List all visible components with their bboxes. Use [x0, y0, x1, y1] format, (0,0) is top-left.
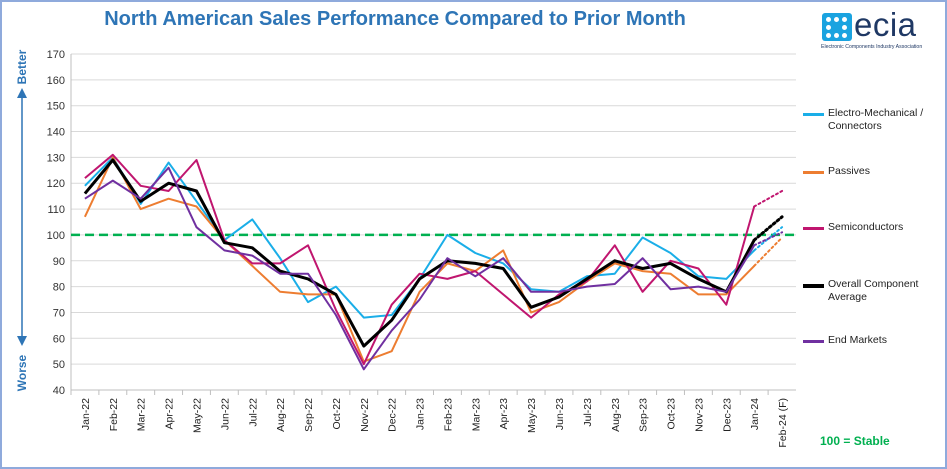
y-tick-label: 90	[53, 256, 65, 268]
y-tick-label: 160	[47, 75, 65, 87]
x-tick-label: May-22	[191, 398, 203, 433]
x-tick-label: Sep-22	[303, 398, 315, 432]
legend-label-overall: Overall Component Average	[828, 278, 919, 303]
x-tick-label: Oct-22	[331, 398, 343, 430]
legend-swatch-connectors	[803, 113, 824, 116]
legend-item-connectors: Electro-Mechanical / Connectors	[803, 107, 947, 133]
better-label: Better	[15, 49, 29, 85]
x-tick-label: Jul-22	[247, 398, 259, 427]
series-line-3	[83, 158, 756, 348]
legend-swatch-end-markets	[803, 340, 824, 343]
legend-label-connectors: Electro-Mechanical / Connectors	[828, 107, 924, 132]
x-tick-label: Feb-23	[442, 398, 454, 431]
series-line-1	[83, 156, 755, 363]
y-tick-label: 40	[53, 385, 65, 397]
legend-label-end-markets: End Markets	[828, 334, 887, 346]
x-tick-label: Jan-24	[749, 398, 761, 430]
x-tick-label: Jan-23	[415, 398, 427, 430]
x-tick-label: Jun-22	[219, 398, 231, 430]
legend-swatch-passives	[803, 171, 824, 174]
legend-item-passives: Passives	[803, 165, 947, 178]
y-tick-label: 50	[53, 359, 65, 371]
series-forecast-0	[753, 226, 784, 252]
x-tick-label: Jan-22	[80, 398, 92, 430]
x-tick-label: Apr-23	[498, 398, 510, 430]
x-tick-label: Feb-22	[108, 398, 120, 431]
ecia-logo: ecia Electronic Components Industry Asso…	[818, 6, 936, 52]
series-line-4	[84, 166, 756, 371]
series-forecast-1	[753, 236, 784, 267]
legend-swatch-semiconductors	[803, 227, 824, 230]
y-tick-label: 140	[47, 127, 65, 139]
y-tick-label: 120	[47, 178, 65, 190]
legend-item-end-markets: End Markets	[803, 334, 947, 347]
x-tick-label: Aug-22	[275, 398, 287, 432]
y-tick-label: 80	[53, 282, 65, 294]
x-tick-label: Nov-23	[693, 398, 705, 432]
x-tick-label: Jun-23	[554, 398, 566, 430]
x-tick-label: Nov-22	[359, 398, 371, 432]
x-tick-label: Apr-22	[164, 398, 176, 430]
legend-swatch-overall	[803, 284, 824, 288]
x-tick-label: Jul-23	[582, 398, 594, 427]
series-forecast-3	[752, 215, 784, 242]
y-tick-label: 70	[53, 307, 65, 319]
legend-item-overall: Overall Component Average	[803, 278, 947, 304]
x-tick-label: May-23	[526, 398, 538, 433]
x-tick-label: Sep-23	[638, 398, 650, 432]
x-tick-label: Dec-22	[387, 398, 399, 432]
y-tick-label: 150	[47, 101, 65, 113]
y-tick-label: 170	[47, 49, 65, 61]
legend-item-semiconductors: Semiconductors	[803, 221, 947, 234]
series-forecast-2	[753, 189, 784, 208]
x-tick-label: Dec-23	[721, 398, 733, 432]
worse-label: Worse	[15, 354, 29, 392]
ecia-logo-tagline: Electronic Components Industry Associati…	[821, 44, 923, 50]
legend-label-passives: Passives	[828, 165, 871, 177]
chart-title: North American Sales Performance Compare…	[104, 8, 686, 30]
legend-label-semiconductors: Semiconductors	[828, 221, 904, 233]
y-tick-label: 100	[47, 230, 65, 242]
y-tick-label: 110	[47, 204, 65, 216]
y-tick-label: 60	[53, 333, 65, 345]
stable-reference-note: 100 = Stable	[820, 434, 890, 448]
x-tick-label: Oct-23	[666, 398, 678, 430]
x-tick-label: Feb-24 (F)	[777, 398, 789, 448]
x-tick-label: Mar-23	[470, 398, 482, 431]
arrow-up-icon	[17, 88, 27, 98]
x-tick-label: Mar-22	[136, 398, 148, 431]
ecia-logo-word: ecia	[854, 6, 917, 43]
x-tick-label: Aug-23	[610, 398, 622, 432]
y-tick-label: 130	[47, 152, 65, 164]
ecia-logo-mark-icon	[822, 13, 852, 41]
arrow-down-icon	[17, 336, 27, 346]
series-line-2	[84, 153, 756, 366]
series-forecast-4	[753, 231, 784, 247]
